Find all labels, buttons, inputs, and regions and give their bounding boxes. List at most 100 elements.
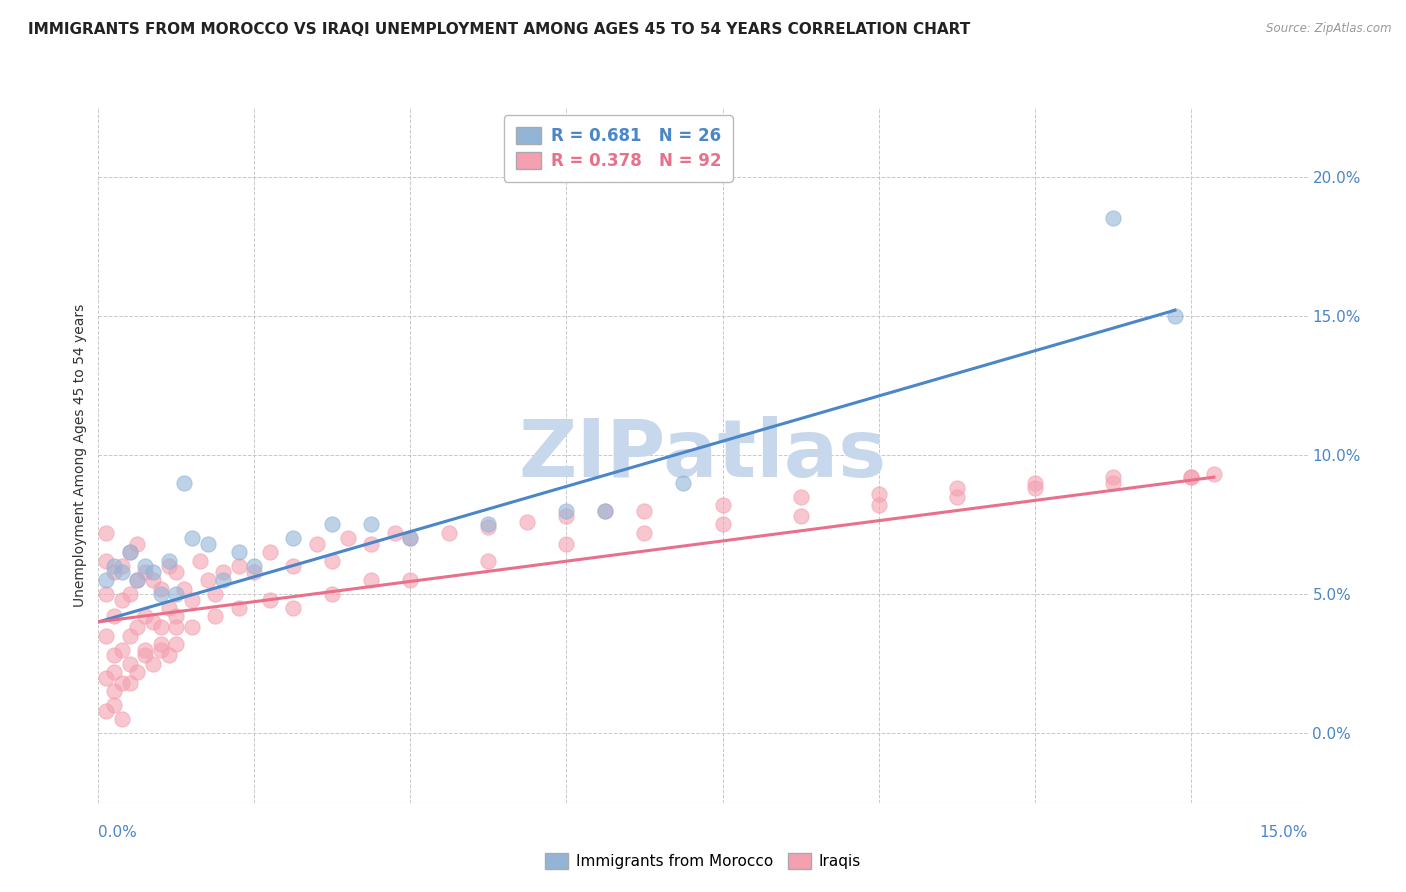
Point (96, 587, 118, 601)
Point (789, 490, 811, 504)
Point (243, 559, 266, 574)
Point (103, 698, 125, 713)
Point (96, 704, 118, 718)
Point (1024, 475, 1046, 490)
Point (96, 554, 118, 568)
Point (181, 532, 204, 546)
Point (595, 503, 617, 517)
Point (672, 475, 695, 490)
Point (165, 565, 187, 579)
Point (228, 545, 250, 559)
Point (118, 676, 141, 690)
Point (439, 525, 461, 540)
Text: IMMIGRANTS FROM MOROCCO VS IRAQI UNEMPLOYMENT AMONG AGES 45 TO 54 YEARS CORRELAT: IMMIGRANTS FROM MOROCCO VS IRAQI UNEMPLO… (28, 22, 970, 37)
Point (149, 587, 172, 601)
Point (1101, 211, 1123, 226)
Point (103, 609, 125, 624)
Point (127, 620, 149, 634)
Point (111, 676, 134, 690)
Point (212, 573, 235, 587)
Point (321, 517, 343, 532)
Point (134, 648, 156, 663)
Point (118, 545, 141, 559)
Point (134, 609, 156, 624)
Point (96, 671, 118, 685)
Point (165, 620, 187, 634)
Text: 0.0%: 0.0% (98, 825, 138, 840)
Point (111, 565, 134, 579)
Text: 15.0%: 15.0% (1260, 825, 1308, 840)
Point (321, 554, 343, 568)
Point (1164, 309, 1187, 323)
Point (945, 481, 967, 495)
Text: Source: ZipAtlas.com: Source: ZipAtlas.com (1267, 22, 1392, 36)
Point (103, 684, 125, 698)
Point (134, 565, 156, 579)
Point (96, 629, 118, 643)
Point (134, 642, 156, 657)
Point (321, 587, 343, 601)
Point (149, 637, 172, 651)
Point (149, 582, 172, 596)
Point (1101, 470, 1123, 484)
Point (181, 592, 204, 607)
Point (868, 487, 890, 501)
Point (1024, 481, 1046, 495)
Point (173, 582, 195, 596)
Point (197, 573, 219, 587)
Point (157, 601, 180, 615)
Point (555, 509, 578, 524)
Point (111, 642, 134, 657)
Point (228, 601, 250, 615)
Point (111, 712, 134, 726)
Point (259, 545, 281, 559)
Point (1101, 475, 1123, 490)
Point (477, 517, 499, 532)
Point (477, 520, 499, 534)
Point (165, 609, 187, 624)
Point (149, 642, 172, 657)
Point (149, 620, 172, 634)
Point (118, 545, 141, 559)
Text: ZIPatlas: ZIPatlas (519, 416, 887, 494)
Point (204, 587, 226, 601)
Point (96, 525, 118, 540)
Point (142, 615, 165, 629)
Point (103, 559, 125, 574)
Point (127, 573, 149, 587)
Point (516, 515, 538, 529)
Point (283, 532, 305, 546)
Legend: Immigrants from Morocco, Iraqis: Immigrants from Morocco, Iraqis (538, 847, 868, 875)
Point (1202, 467, 1225, 482)
Point (212, 565, 235, 579)
Point (111, 592, 134, 607)
Point (305, 537, 328, 551)
Point (111, 559, 134, 574)
Point (360, 537, 382, 551)
Point (118, 629, 141, 643)
Point (173, 475, 195, 490)
Point (399, 573, 422, 587)
Point (181, 620, 204, 634)
Point (142, 657, 165, 671)
Point (1180, 470, 1202, 484)
Point (555, 537, 578, 551)
Point (360, 517, 382, 532)
Point (633, 503, 655, 517)
Point (134, 559, 156, 574)
Point (204, 609, 226, 624)
Point (595, 503, 617, 517)
Point (360, 573, 382, 587)
Point (711, 498, 734, 512)
Point (165, 637, 187, 651)
Point (127, 665, 149, 679)
Point (118, 587, 141, 601)
Point (127, 537, 149, 551)
Y-axis label: Unemployment Among Ages 45 to 54 years: Unemployment Among Ages 45 to 54 years (73, 303, 87, 607)
Legend: R = 0.681   N = 26, R = 0.378   N = 92: R = 0.681 N = 26, R = 0.378 N = 92 (503, 115, 733, 182)
Point (711, 517, 734, 532)
Point (477, 554, 499, 568)
Point (633, 525, 655, 540)
Point (197, 537, 219, 551)
Point (945, 490, 967, 504)
